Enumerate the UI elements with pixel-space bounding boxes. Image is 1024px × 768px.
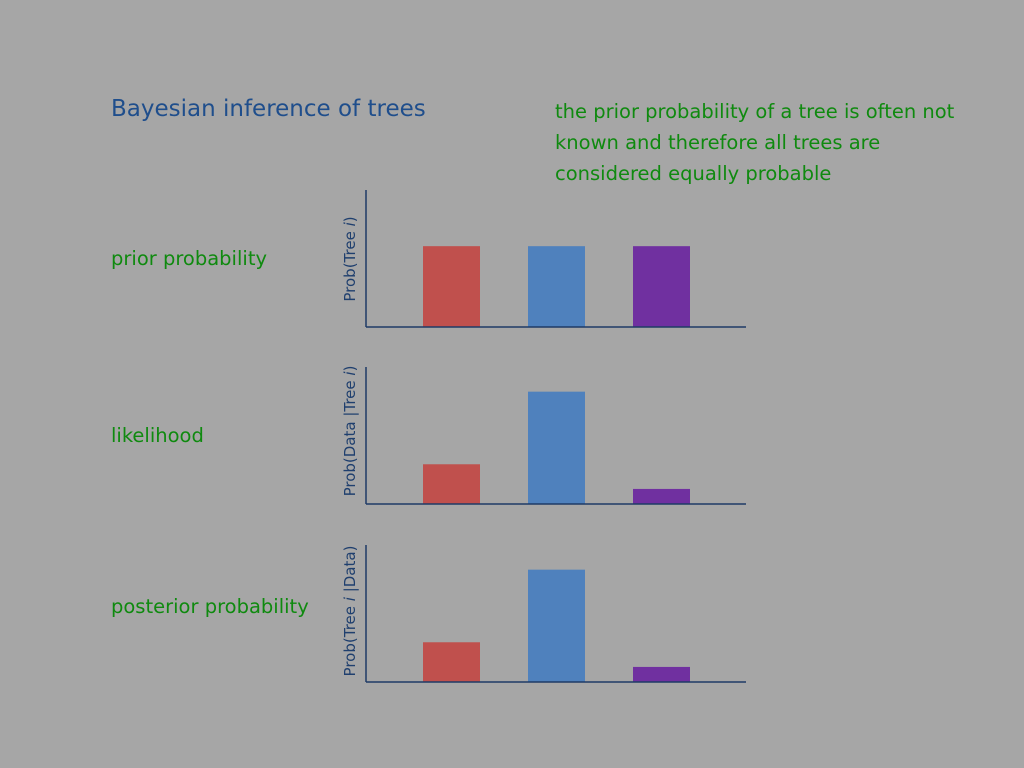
ylabel-prior: Prob(Tree i) <box>341 216 359 302</box>
bar-red <box>423 464 480 504</box>
bar-blue <box>528 391 585 504</box>
prior-chart <box>365 190 746 328</box>
bar-purple <box>633 488 690 504</box>
bar-blue <box>528 569 585 682</box>
bar-purple <box>633 666 690 682</box>
row-label-posterior: posterior probability <box>111 595 309 618</box>
posterior-chart <box>365 545 746 683</box>
bar-red <box>423 246 480 327</box>
bar-red <box>423 642 480 682</box>
prior-note: the prior probability of a tree is often… <box>555 100 955 185</box>
slide-title: Bayesian inference of trees <box>111 96 426 122</box>
ylabel-likelihood: Prob(Data |Tree i) <box>341 365 359 497</box>
ylabel-posterior: Prob(Tree i |Data) <box>341 545 359 677</box>
bar-blue <box>528 246 585 327</box>
likelihood-chart <box>365 367 746 505</box>
row-label-likelihood: likelihood <box>111 424 204 447</box>
bar-purple <box>633 246 690 327</box>
row-label-prior: prior probability <box>111 247 267 270</box>
